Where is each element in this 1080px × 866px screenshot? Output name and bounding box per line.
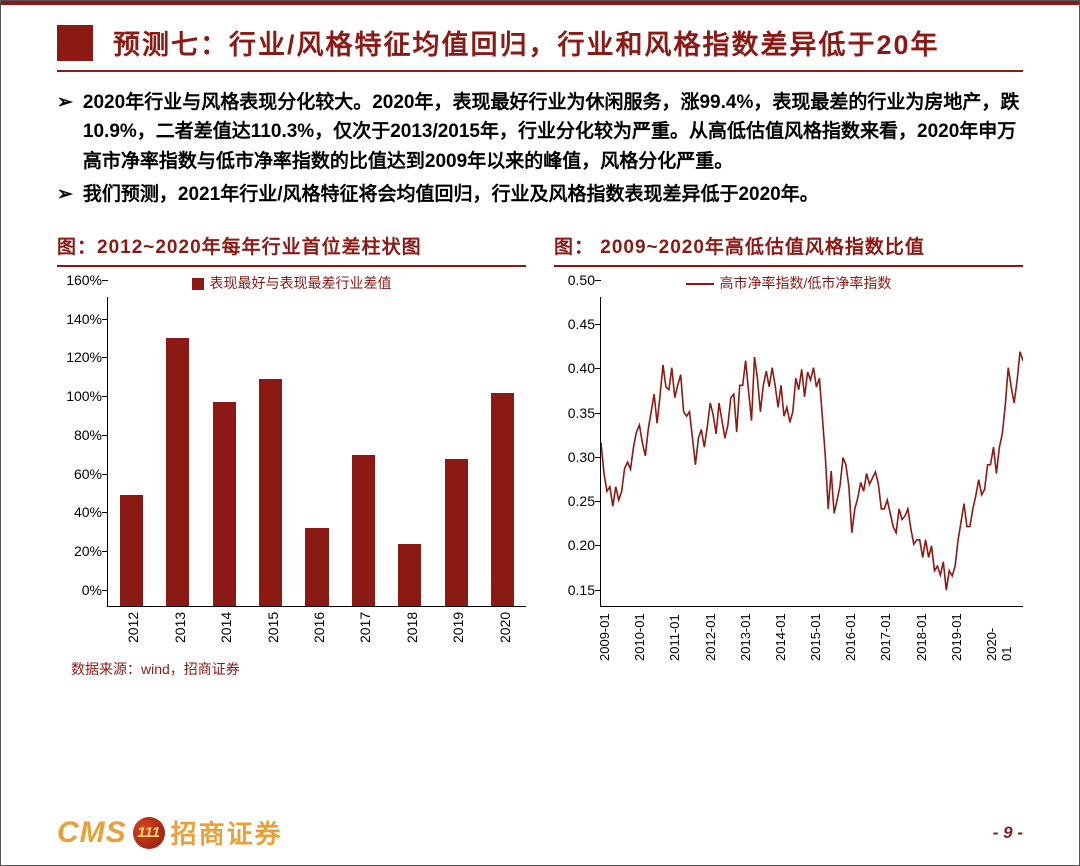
page-number: - 9 - xyxy=(993,823,1023,843)
y-tick-label: 20% xyxy=(58,543,102,559)
x-tick-label: 2015-01 xyxy=(808,613,823,661)
line-chart-box: 高市净率指数/低市净率指数 0.150.200.250.300.350.400.… xyxy=(554,273,1023,653)
bar xyxy=(445,459,468,606)
slide: 预测七：行业/风格特征均值回归，行业和风格指数差异低于20年 ➢ 2020年行业… xyxy=(0,0,1080,866)
bar-chart-title: 图：2012~2020年每年行业首位差柱状图 xyxy=(57,232,526,267)
x-tick-label: 2012 xyxy=(125,612,141,643)
x-tick-label: 2020-01 xyxy=(984,622,1014,661)
x-tick-label: 2019-01 xyxy=(949,613,964,661)
bullet-icon: ➢ xyxy=(57,180,73,209)
y-tick-label: 140% xyxy=(58,311,102,327)
title-band: 预测七：行业/风格特征均值回归，行业和风格指数差异低于20年 xyxy=(1,23,1079,62)
x-tick-label: 2015 xyxy=(265,612,281,643)
top-border xyxy=(1,1,1079,5)
y-tick-label: 0.25 xyxy=(555,493,595,509)
x-tick-label: 2016-01 xyxy=(843,613,858,661)
y-tick-label: 100% xyxy=(58,388,102,404)
line-chart-title: 图： 2009~2020年高低估值风格指数比值 xyxy=(554,232,1023,267)
x-tick-label: 2020 xyxy=(497,612,513,643)
bar xyxy=(166,338,189,605)
y-tick-label: 60% xyxy=(58,466,102,482)
x-tick-label: 2017-01 xyxy=(878,613,893,661)
bullet-text: 2020年行业与风格表现分化较大。2020年，表现最好行业为休闲服务，涨99.4… xyxy=(83,88,1023,176)
bar-legend-label: 表现最好与表现最差行业差值 xyxy=(210,275,392,291)
y-tick-label: 80% xyxy=(58,427,102,443)
bar xyxy=(213,402,236,605)
bullet-item: ➢ 2020年行业与风格表现分化较大。2020年，表现最好行业为休闲服务，涨99… xyxy=(57,88,1023,176)
x-tick-label: 2011-01 xyxy=(667,614,682,661)
bar-plot-area: 0%20%40%60%80%100%120%140%160%2012201320… xyxy=(107,297,526,607)
x-tick-label: 2017 xyxy=(357,612,373,643)
y-tick-label: 0.20 xyxy=(555,537,595,553)
x-tick-label: 2009-01 xyxy=(597,613,612,661)
logo: CMS 111 招商证券 xyxy=(57,814,283,851)
bullet-icon: ➢ xyxy=(57,88,73,176)
line-plot-area: 0.150.200.250.300.350.400.450.502009-012… xyxy=(600,297,1023,607)
x-tick-label: 2013 xyxy=(172,612,188,643)
title-block xyxy=(57,25,93,61)
page-title: 预测七：行业/风格特征均值回归，行业和风格指数差异低于20年 xyxy=(113,23,940,62)
y-tick-label: 0.45 xyxy=(555,316,595,332)
x-tick-label: 2018-01 xyxy=(914,613,929,661)
bullet-text: 我们预测，2021年行业/风格特征将会均值回归，行业及风格指数表现差异低于202… xyxy=(83,180,1023,209)
y-tick-label: 0.30 xyxy=(555,449,595,465)
x-tick-label: 2014-01 xyxy=(773,613,788,661)
title-rule xyxy=(57,70,1023,72)
line-chart-panel: 图： 2009~2020年高低估值风格指数比值 高市净率指数/低市净率指数 0.… xyxy=(554,232,1023,653)
bar-chart-panel: 图：2012~2020年每年行业首位差柱状图 表现最好与表现最差行业差值 0%2… xyxy=(57,232,526,653)
logo-disc-icon: 111 xyxy=(133,817,165,849)
bar xyxy=(120,495,143,605)
legend-line-icon xyxy=(686,283,714,285)
y-tick-label: 40% xyxy=(58,504,102,520)
bar xyxy=(491,393,514,606)
bar-chart-box: 表现最好与表现最差行业差值 0%20%40%60%80%100%120%140%… xyxy=(57,273,526,653)
legend-swatch-icon xyxy=(192,278,204,290)
bar xyxy=(305,528,328,606)
y-tick-label: 0.35 xyxy=(555,405,595,421)
charts-row: 图：2012~2020年每年行业首位差柱状图 表现最好与表现最差行业差值 0%2… xyxy=(57,232,1023,653)
data-source: 数据来源：wind，招商证券 xyxy=(71,659,1023,679)
x-tick-label: 2012-01 xyxy=(703,613,718,661)
line-legend-label: 高市净率指数/低市净率指数 xyxy=(720,275,892,291)
logo-zh: 招商证券 xyxy=(171,814,283,851)
x-tick-label: 2013-01 xyxy=(738,613,753,661)
logo-cms: CMS xyxy=(57,816,127,850)
bar-chart-legend: 表现最好与表现最差行业差值 xyxy=(57,273,526,293)
x-tick-label: 2019 xyxy=(450,612,466,643)
line-series xyxy=(601,351,1023,589)
y-tick-label: 0.15 xyxy=(555,582,595,598)
line-chart-legend: 高市净率指数/低市净率指数 xyxy=(554,273,1023,293)
footer: CMS 111 招商证券 - 9 - xyxy=(1,814,1079,851)
bar xyxy=(352,455,375,606)
body-text: ➢ 2020年行业与风格表现分化较大。2020年，表现最好行业为休闲服务，涨99… xyxy=(57,88,1023,210)
bullet-item: ➢ 我们预测，2021年行业/风格特征将会均值回归，行业及风格指数表现差异低于2… xyxy=(57,180,1023,209)
x-tick-label: 2016 xyxy=(311,612,327,643)
y-tick-label: 0% xyxy=(58,582,102,598)
y-tick-label: 160% xyxy=(58,272,102,288)
y-tick-label: 0.40 xyxy=(555,360,595,376)
line-svg xyxy=(601,297,1023,606)
y-tick-label: 0.50 xyxy=(555,272,595,288)
x-tick-label: 2010-01 xyxy=(632,613,647,661)
bar xyxy=(398,544,421,606)
x-tick-label: 2014 xyxy=(218,612,234,643)
y-tick-label: 120% xyxy=(58,349,102,365)
bar xyxy=(259,379,282,606)
x-tick-label: 2018 xyxy=(404,612,420,643)
